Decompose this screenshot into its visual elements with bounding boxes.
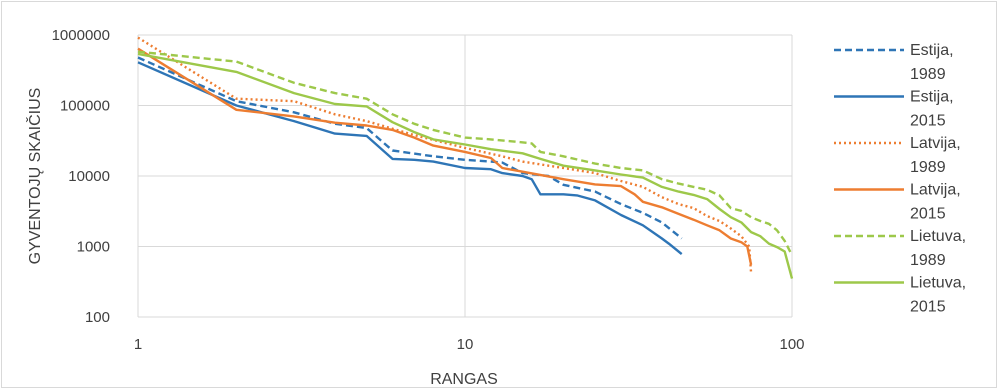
series-line	[137, 61, 683, 256]
legend-label: Latvija,	[910, 182, 961, 199]
legend: Estija, 1989 Estija, 2015 Latvija, 1989 Latvij…	[834, 42, 966, 316]
y-tick-label: 1000000	[52, 27, 110, 44]
axis-ticks: 100 1000 10000 100000 1000000 1 10 100	[52, 27, 805, 353]
series-line	[137, 52, 794, 279]
y-tick-label: 100	[85, 309, 110, 326]
x-tick-label: 100	[779, 336, 804, 353]
legend-label: Estija,	[910, 89, 954, 106]
x-axis-title: RANGAS	[430, 371, 498, 388]
x-tick-label: 1	[134, 336, 142, 353]
y-tick-label: 10000	[68, 168, 110, 185]
series-line	[137, 50, 794, 256]
y-axis-title: GYVENTOJŲ SKAIČIUS	[25, 88, 44, 265]
legend-label: 1989	[910, 159, 946, 176]
y-tick-label: 100000	[60, 98, 110, 115]
legend-label: 2015	[910, 113, 946, 130]
legend-label: Latvija,	[910, 135, 961, 152]
series-line	[137, 47, 753, 266]
legend-label: 2015	[910, 299, 946, 316]
legend-label: Estija,	[910, 42, 954, 59]
legend-label: Lietuva,	[910, 275, 966, 292]
legend-label: Lietuva,	[910, 228, 966, 245]
gridlines	[137, 34, 793, 318]
legend-label: 1989	[910, 66, 946, 83]
x-tick-label: 10	[457, 336, 474, 353]
plot-area	[137, 36, 794, 279]
legend-label: 1989	[910, 252, 946, 269]
legend-label: 2015	[910, 206, 946, 223]
y-tick-label: 1000	[77, 239, 110, 256]
